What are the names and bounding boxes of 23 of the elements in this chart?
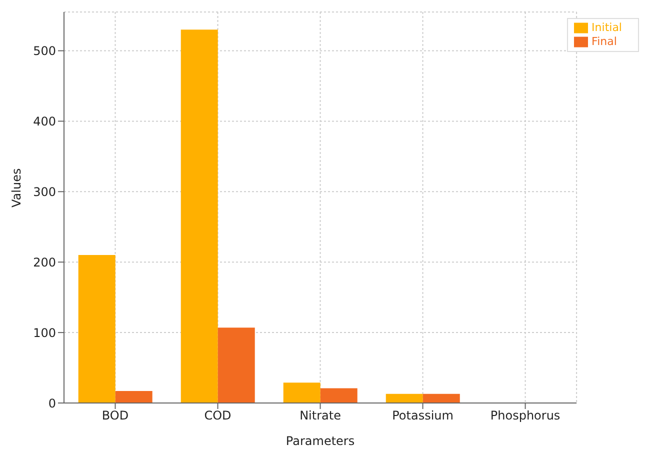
bar xyxy=(422,394,460,403)
x-tick-label: Potassium xyxy=(392,408,454,423)
y-tick-label: 100 xyxy=(33,326,56,340)
y-tick-label: 300 xyxy=(33,184,56,199)
legend-label: Final xyxy=(592,35,617,48)
bar xyxy=(115,391,152,403)
bar xyxy=(218,328,255,403)
bar xyxy=(283,382,320,403)
y-axis-title: Values xyxy=(9,168,24,208)
bar xyxy=(320,388,358,403)
y-tick-label: 0 xyxy=(48,396,56,410)
y-tick-label: 500 xyxy=(33,44,56,58)
bar xyxy=(78,255,116,403)
bar xyxy=(180,30,218,403)
x-tick-label: COD xyxy=(204,408,232,423)
legend-label: Initial xyxy=(592,21,622,34)
y-tick-label: 400 xyxy=(33,114,56,128)
x-tick-label: Nitrate xyxy=(300,408,341,423)
x-tick-label: Phosphorus xyxy=(490,408,560,423)
x-axis-title: Parameters xyxy=(286,434,355,448)
y-tick-label: 200 xyxy=(33,255,56,270)
bar xyxy=(386,394,423,403)
x-tick-label: BOD xyxy=(102,408,129,423)
